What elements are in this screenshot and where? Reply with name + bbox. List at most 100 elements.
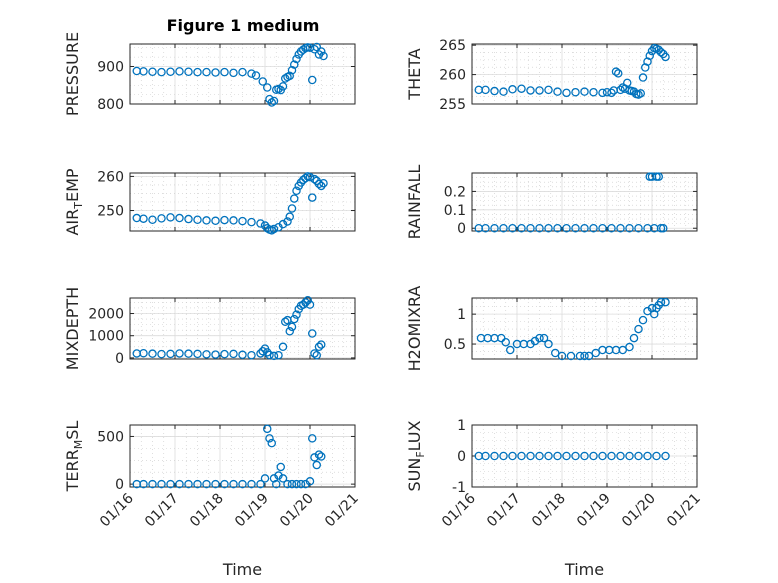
data-point (616, 223, 625, 233)
data-point (557, 351, 567, 361)
x-tick-label: 01/17 (484, 491, 524, 531)
data-point (490, 451, 499, 461)
data-point (289, 194, 299, 203)
data-point (645, 51, 655, 61)
data-point (625, 451, 634, 461)
data-point (589, 451, 598, 461)
data-point (184, 349, 193, 358)
y-axis-label: RAINFALL (405, 165, 424, 240)
data-point (271, 479, 281, 489)
data-point (562, 451, 571, 461)
data-point (310, 174, 319, 184)
data-point (202, 67, 211, 77)
data-point (539, 333, 549, 343)
data-point (211, 479, 220, 489)
data-point (267, 438, 276, 448)
data-point (312, 350, 321, 360)
data-point (535, 333, 544, 343)
data-point (312, 460, 321, 470)
y-tick-label: -1 (452, 480, 466, 496)
x-tick-label: 01/16 (97, 490, 137, 530)
data-point (139, 348, 148, 358)
x-tick-label: 01/18 (529, 491, 569, 531)
data-point (274, 471, 283, 480)
data-point (220, 215, 229, 225)
data-point (139, 214, 148, 223)
axes-air-emp: 250 260 AIRTEMP (63, 168, 356, 236)
data-point (508, 451, 517, 461)
data-point (535, 451, 544, 461)
y-tick-label: 0 (115, 477, 124, 493)
data-point (287, 479, 297, 489)
data-point (319, 51, 328, 61)
axes-frame (129, 424, 356, 488)
data-point (175, 479, 184, 489)
data-point (616, 451, 625, 461)
y-tick-label: 250 (97, 204, 124, 220)
data-point (319, 178, 328, 188)
data-point (496, 333, 506, 343)
data-point (314, 179, 324, 189)
x-tick-label: 01/17 (142, 491, 182, 531)
data-point (307, 329, 317, 338)
data-point (285, 212, 294, 221)
axes-frame (471, 424, 698, 488)
data-point (269, 474, 279, 483)
data-point (175, 67, 184, 76)
data-point (292, 310, 301, 319)
data-point (526, 451, 535, 461)
axes-theta: 255 260 265 THETA (405, 38, 698, 113)
data-point (238, 67, 247, 77)
data-point (310, 349, 319, 358)
data-point (629, 333, 639, 343)
data-point (238, 216, 247, 226)
data-point (229, 68, 238, 78)
x-axis-label: Time (564, 560, 604, 579)
data-point (517, 451, 526, 461)
data-point (562, 223, 571, 233)
data-point (139, 479, 148, 489)
x-tick-label: 01/20 (619, 491, 659, 531)
data-point (202, 479, 211, 489)
data-point (265, 350, 274, 360)
data-point (505, 345, 515, 355)
data-point (283, 217, 292, 226)
data-point (580, 223, 589, 233)
x-tick-label: 01/18 (187, 491, 227, 531)
data-point (634, 451, 643, 461)
y-tick-label: 255 (439, 97, 466, 113)
data-point (238, 479, 247, 489)
data-point (269, 351, 279, 361)
y-axis-label: PRESSURE (63, 32, 82, 116)
data-point (598, 88, 607, 98)
y-tick-label: 1 (457, 418, 466, 434)
data-point (625, 342, 634, 352)
axes-rainfall: 0 0.1 0.2 RAINFALL (405, 165, 698, 240)
data-point (314, 342, 324, 352)
data-point (262, 424, 272, 434)
data-point (575, 351, 585, 361)
data-point (656, 47, 666, 57)
data-point (625, 223, 634, 233)
data-point (305, 300, 315, 309)
y-tick-label: 0 (115, 351, 124, 367)
axes-terr-sl: 0 500 01/16 01/17 01/18 01/19 01/20 01/21 TERRMS… (63, 421, 362, 579)
data-point (566, 351, 576, 361)
data-point (139, 67, 148, 76)
data-point (571, 451, 580, 461)
data-point (238, 350, 247, 360)
data-point (526, 86, 535, 95)
data-point (184, 214, 193, 224)
axes-sun-lux: -1 0 1 01/16 01/17 01/18 01/19 01/20 01/21 SUNFLU… (405, 418, 704, 579)
data-point (481, 85, 490, 95)
data-point (301, 479, 310, 489)
y-tick-label: 260 (439, 68, 466, 84)
axes-h2omixra: 0.5 1 H2OMIXRA (405, 286, 698, 372)
y-tick-label: 0.2 (444, 184, 466, 200)
data-point (643, 451, 652, 461)
y-axis-label: H2OMIXRA (405, 286, 424, 372)
data-point (307, 75, 317, 85)
data-point (481, 223, 490, 233)
data-point (157, 349, 166, 359)
data-point (184, 479, 193, 489)
